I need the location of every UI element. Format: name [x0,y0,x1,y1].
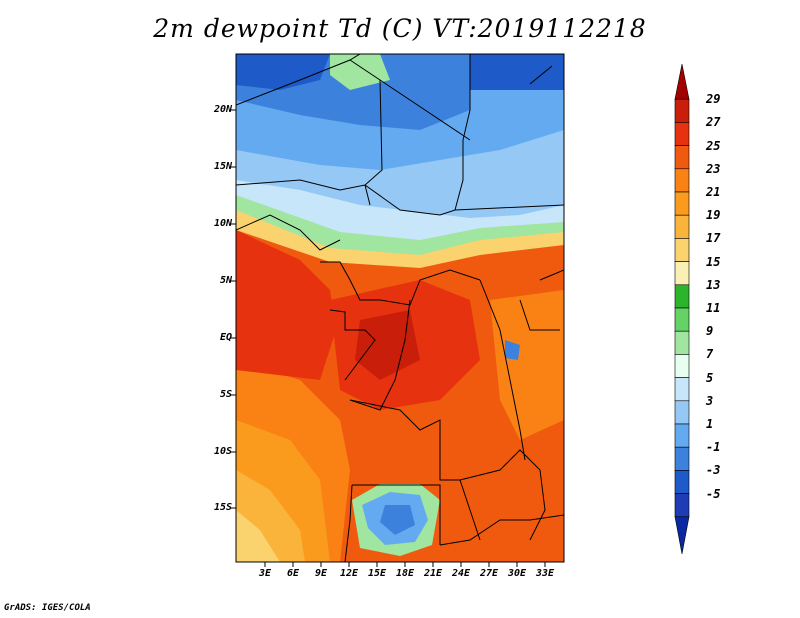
colorbar-label: 29 [706,92,721,107]
lat-label-10n: 10N [213,218,232,229]
colorbar-segment [674,191,690,216]
lon-label-15e: 15E [367,568,387,579]
lon-label-30e: 30E [507,568,527,579]
colorbar-label: 9 [706,324,714,339]
colorbar-label: 1 [706,417,714,431]
colorbar-segment [674,145,690,170]
lon-label-18e: 18E [395,568,415,579]
colorbar-label: 23 [706,161,721,176]
colorbar-segment [674,98,690,123]
lat-label-10s: 10S [213,446,232,457]
colorbar-label: 3 [706,393,714,408]
colorbar [674,63,690,555]
colorbar-segment [674,261,690,286]
lon-label-12e: 12E [339,568,359,579]
colorbar-segment [674,377,690,402]
colorbar-label: 21 [706,185,721,199]
lat-label-eq: EQ [219,332,232,343]
lat-label-5s: 5S [219,389,232,400]
colorbar-segment [674,470,690,494]
colorbar-segment [674,423,690,448]
colorbar-label: 11 [706,301,721,315]
colorbar-segment [674,238,690,262]
lon-tick-marks [264,562,546,567]
colorbar-segment [674,400,690,425]
colorbar-label: -5 [706,486,721,501]
country-borders [236,54,564,562]
colorbar-segment [674,214,690,239]
colorbar-label: 19 [706,208,721,223]
colorbar-segment [674,307,690,332]
colorbar-label: 25 [706,138,721,153]
lon-label-21e: 21E [423,568,443,579]
colorbar-segment [674,63,690,100]
lat-tick-marks [231,109,236,509]
lon-label-24e: 24E [451,568,471,579]
map-frame [235,53,565,563]
colorbar-label: -1 [706,440,721,455]
lon-label-9e: 9E [314,568,328,579]
colorbar-segment [674,493,690,518]
lat-label-20n: 20N [213,104,232,115]
colorbar-segment [674,446,690,471]
colorbar-label: 13 [706,277,721,292]
lon-label-27e: 27E [479,568,499,579]
lon-label-3e: 3E [258,568,272,579]
lat-label-15n: 15N [213,161,232,172]
dewpoint-field [236,54,564,562]
colorbar-label: -3 [706,463,721,478]
colorbar-segment [674,330,690,355]
colorbar-segment [674,168,690,193]
lat-label-15s: 15S [213,502,232,513]
colorbar-label: 7 [706,347,714,362]
lon-label-6e: 6E [286,568,300,579]
colorbar-label: 17 [706,231,721,246]
colorbar-label: 15 [706,254,721,269]
colorbar-segment [674,284,690,309]
grads-credit: GrADS: IGES/COLA [4,603,91,613]
colorbar-segment [674,122,690,146]
colorbar-label: 27 [706,115,721,130]
map-title: 2m dewpoint Td (C) VT:2019112218 [153,14,647,43]
lat-label-5n: 5N [219,275,232,286]
colorbar-label: 5 [706,370,714,385]
lon-label-33e: 33E [535,568,555,579]
colorbar-segment [674,516,690,555]
colorbar-segment [674,354,690,378]
